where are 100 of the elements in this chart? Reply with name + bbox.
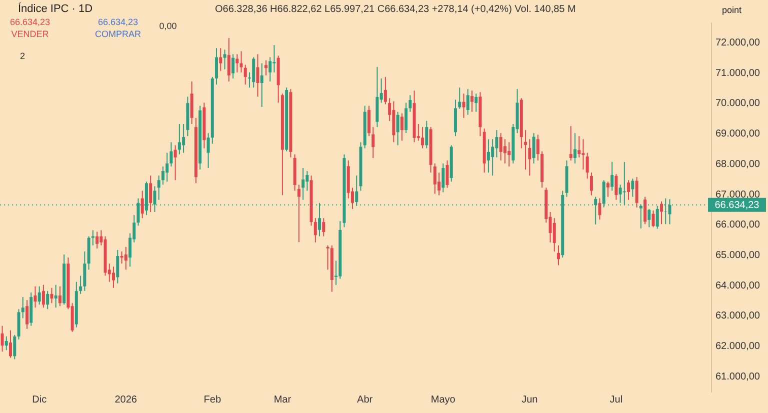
y-tick-label: 63.000,00 <box>716 310 760 322</box>
candlestick <box>508 142 511 167</box>
candlestick <box>223 49 226 70</box>
candlestick <box>166 152 169 182</box>
candlestick <box>206 132 210 168</box>
candlestick <box>116 249 120 284</box>
candlestick <box>91 230 94 246</box>
y-tick-label: 61.000,00 <box>716 371 760 382</box>
candlestick <box>614 174 618 200</box>
candlestick <box>9 330 12 358</box>
candlestick <box>322 218 326 237</box>
y-tick-label: 70.000,00 <box>716 98 760 110</box>
candlestick <box>140 190 144 219</box>
candlestick <box>124 246 128 270</box>
candlestick <box>396 111 400 146</box>
x-tick-label: 2026 <box>114 394 138 406</box>
y-tick-label: 68.000,00 <box>716 158 760 170</box>
candlestick <box>50 287 54 304</box>
candlestick <box>470 90 474 112</box>
candlestick <box>182 123 186 154</box>
candlestick <box>367 105 370 137</box>
candlestick <box>648 208 651 228</box>
candlestick <box>598 198 602 220</box>
candlestick <box>96 231 99 249</box>
candlestick <box>404 102 408 134</box>
candlestick <box>306 170 309 192</box>
candlestick <box>112 266 116 288</box>
x-tick-label: Feb <box>204 394 222 406</box>
candlestick <box>120 250 124 264</box>
candlestick <box>0 325 4 352</box>
candlestick <box>569 126 572 161</box>
candlestick <box>474 93 478 112</box>
candlestick <box>244 64 247 86</box>
candlestick <box>582 138 585 170</box>
candlestick <box>635 176 638 208</box>
candlestick <box>21 296 24 319</box>
candlestick <box>610 161 614 192</box>
candlestick <box>532 132 536 164</box>
candlestick <box>528 138 532 176</box>
candlestick <box>314 218 317 243</box>
candlestick <box>58 286 62 307</box>
y-tick-label: 65.000,00 <box>716 250 760 261</box>
candlestick <box>54 284 58 308</box>
candlestick <box>556 244 560 266</box>
candlestick <box>631 178 634 198</box>
annotation: 66.634,23 <box>98 17 138 27</box>
candlestick <box>627 180 630 200</box>
candlestick <box>4 336 8 351</box>
candlestick <box>454 99 457 137</box>
candlestick <box>462 93 466 118</box>
y-tick-label: 69.000,00 <box>716 128 760 140</box>
candlestick <box>157 175 160 200</box>
candlestick <box>442 162 445 193</box>
candlestick <box>656 205 659 230</box>
candlestick <box>524 130 528 170</box>
candlestick <box>231 54 234 79</box>
candlestick <box>149 175 152 213</box>
candlestick <box>590 172 593 196</box>
candlestick <box>302 167 305 200</box>
y-tick-label: 64.000,00 <box>716 280 760 292</box>
annotation: 2 <box>20 51 26 61</box>
candlestick <box>433 162 436 194</box>
candlestick <box>503 138 506 164</box>
candlestick <box>425 120 428 149</box>
candlestick <box>552 218 556 252</box>
x-tick-label: Jul <box>610 394 623 406</box>
candlestick <box>536 134 540 161</box>
x-tick-label: Abr <box>357 394 374 406</box>
candlestick <box>219 48 222 72</box>
annotation: COMPRAR <box>94 29 142 39</box>
x-tick-label: Dic <box>32 394 47 406</box>
annotation: 66.634,23 <box>10 17 50 27</box>
candlestick <box>495 130 498 158</box>
y-tick-label: 72.000,00 <box>716 38 760 49</box>
candlestick <box>46 290 50 310</box>
candlestick <box>161 166 164 186</box>
candlestick <box>384 76 387 105</box>
candlestick <box>252 56 256 88</box>
candlestick <box>264 60 268 76</box>
y-tick-label: 66.000,00 <box>716 220 760 231</box>
text: point <box>722 5 742 15</box>
annotation: VENDER <box>11 29 50 39</box>
candlestick <box>466 88 470 116</box>
candlestick <box>573 132 576 164</box>
candlestick <box>652 210 655 228</box>
candlestick <box>586 152 589 180</box>
candlestick <box>170 142 173 167</box>
y-tick-label: 71.000,00 <box>716 68 760 79</box>
x-tick-label: Jun <box>522 394 538 406</box>
candlestick <box>606 181 610 198</box>
x-tick-label: Mar <box>274 394 292 406</box>
candlestick <box>486 138 490 174</box>
candlestick <box>491 138 494 176</box>
chart-subtitle: O66.328,36 H66.822,62 L65.997,21 C66.634,23 +278,14 (+0,42%) Vol. 140,85 M <box>215 4 576 15</box>
candlestick <box>174 144 177 181</box>
candlestick <box>227 38 230 82</box>
ref-line-label: 66.634,23 <box>714 200 760 211</box>
candlestick <box>34 286 37 308</box>
annotation: 0,00 <box>159 21 177 31</box>
candlestick <box>408 94 412 112</box>
